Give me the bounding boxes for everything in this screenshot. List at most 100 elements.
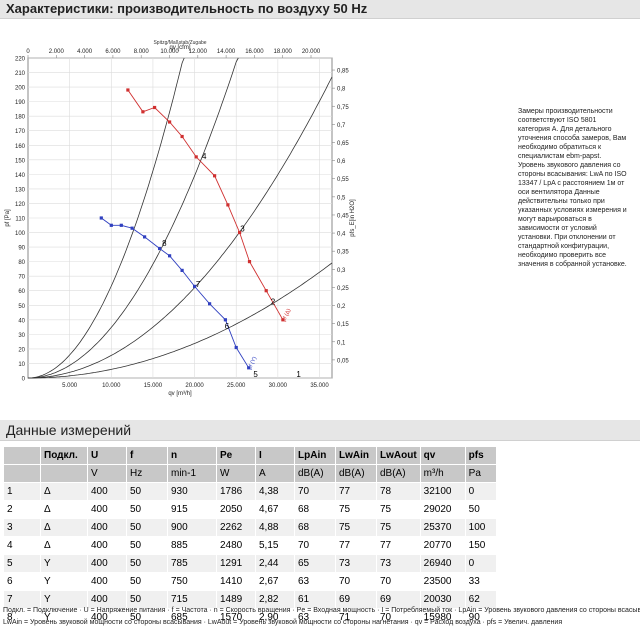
- table-cell: 150: [465, 537, 496, 554]
- column-header: pfs: [465, 447, 496, 464]
- y-right-tick-label: 0,35: [337, 250, 349, 256]
- table-cell: 63: [295, 609, 335, 626]
- column-unit: dB(A): [336, 465, 376, 482]
- table-cell: 400: [88, 537, 126, 554]
- y-tick-label: 30: [18, 333, 25, 339]
- system-curve: [28, 57, 239, 379]
- operating-point-label: 6: [225, 322, 230, 331]
- top-tiny-label: Spitzg/Maßstab/Zugabe: [153, 40, 206, 46]
- table-cell: 75: [377, 519, 420, 536]
- x-bottom-axis-label: qv [m³/h]: [168, 391, 192, 397]
- table-cell: 50: [127, 501, 167, 518]
- y-tick-label: 190: [15, 100, 26, 106]
- table-cell: 50: [465, 501, 496, 518]
- y-right-tick-label: 0,65: [337, 141, 349, 147]
- series-point: [238, 230, 242, 235]
- y-tick-label: 0: [22, 377, 26, 383]
- y-tick-label: 50: [18, 304, 25, 310]
- table-cell: 1291: [217, 555, 255, 572]
- table-row: 2 Δ 400 50 915 2050 4,67 68 75 75 29020 50: [4, 501, 496, 518]
- series-point: [194, 155, 198, 159]
- y-tick-label: 110: [15, 217, 25, 223]
- y-right-tick-label: 0,1: [337, 340, 346, 346]
- column-header: [4, 447, 40, 464]
- y-tick-label: 150: [15, 158, 26, 164]
- y-right-tick-label: 0,8: [337, 87, 346, 93]
- x-top-tick-label: 10.000: [160, 49, 179, 55]
- table-cell: 2,90: [256, 609, 294, 626]
- table-cell: 750: [168, 573, 216, 590]
- table-cell: 20770: [420, 537, 465, 554]
- table-cell: 75: [336, 519, 376, 536]
- y-tick-label: 140: [15, 173, 26, 179]
- column-header: U: [88, 447, 126, 464]
- table-cell: 25370: [420, 519, 465, 536]
- y-tick-label: 130: [15, 187, 26, 193]
- table-cell: 50: [127, 573, 167, 590]
- table-cell: 50: [127, 537, 167, 554]
- table-cell: 75: [377, 501, 420, 518]
- series-point: [119, 223, 123, 227]
- table-row: 7 Y 400 50 715 1489 2,82 61 69 69 20030 62: [4, 591, 496, 608]
- table-cell: 65: [295, 555, 335, 572]
- series-point: [264, 289, 268, 293]
- chart-axes: 0102030405060708090100110120130140150160…: [15, 49, 349, 389]
- table-cell: Y: [41, 609, 87, 626]
- y-tick-label: 20: [18, 347, 25, 353]
- column-unit: W: [217, 465, 255, 482]
- y-right-axis-label: pfs_E[in H2O]: [350, 199, 356, 237]
- chart-section-title: Характеристики: производительность по во…: [6, 1, 368, 16]
- table-cell: 68: [295, 501, 335, 518]
- table-cell: 0: [465, 555, 496, 572]
- table-cell: 50: [127, 609, 167, 626]
- measurements-section-header: Данные измерений: [0, 420, 640, 441]
- table-cell: 70: [377, 573, 420, 590]
- y-right-tick-label: 0,7: [337, 123, 346, 129]
- table-cell: 900: [168, 519, 216, 536]
- series-point: [158, 246, 162, 251]
- series-point: [208, 302, 212, 306]
- table-cell: 90: [465, 609, 496, 626]
- table-cell: 77: [336, 537, 376, 554]
- x-tick-label: 30.000: [269, 383, 288, 389]
- y-tick-label: 40: [18, 318, 25, 324]
- x-tick-label: 25.000: [227, 383, 246, 389]
- column-unit: min-1: [168, 465, 216, 482]
- x-tick-label: 10.000: [102, 383, 121, 389]
- x-tick-label: 20.000: [185, 383, 204, 389]
- table-cell: 78: [377, 483, 420, 500]
- y-tick-label: 10: [18, 362, 25, 368]
- series-point: [226, 203, 230, 207]
- y-tick-label: 200: [15, 86, 26, 92]
- series-point: [141, 110, 145, 114]
- table-cell: 400: [88, 573, 126, 590]
- table-cell: Δ: [41, 537, 87, 554]
- series-point: [126, 88, 130, 92]
- table-cell: 2,82: [256, 591, 294, 608]
- operating-point-label: 5: [253, 370, 258, 379]
- table-cell: 32100: [420, 483, 465, 500]
- column-unit: V: [88, 465, 126, 482]
- operating-point-label: 8: [162, 239, 167, 248]
- table-cell: 100: [465, 519, 496, 536]
- performance-chart: 0102030405060708090100110120130140150160…: [5, 40, 356, 397]
- table-cell: 75: [336, 501, 376, 518]
- table-cell: 5,15: [256, 537, 294, 554]
- operating-point-label: 1: [296, 370, 301, 379]
- table-cell: 2050: [217, 501, 255, 518]
- table-cell: Δ: [41, 483, 87, 500]
- series-point: [247, 366, 251, 370]
- series-point: [234, 345, 238, 350]
- series-point: [109, 223, 113, 227]
- table-cell: Y: [41, 573, 87, 590]
- series-point: [153, 105, 157, 110]
- operating-point-label: 7: [196, 280, 201, 289]
- table-cell: 2: [4, 501, 40, 518]
- table-row: 4 Δ 400 50 885 2480 5,15 70 77 77 20770 150: [4, 537, 496, 554]
- table-cell: 61: [295, 591, 335, 608]
- table-cell: 4,88: [256, 519, 294, 536]
- column-header: Подкл.: [41, 447, 87, 464]
- table-cell: 2262: [217, 519, 255, 536]
- measurements-title: Данные измерений: [6, 422, 132, 438]
